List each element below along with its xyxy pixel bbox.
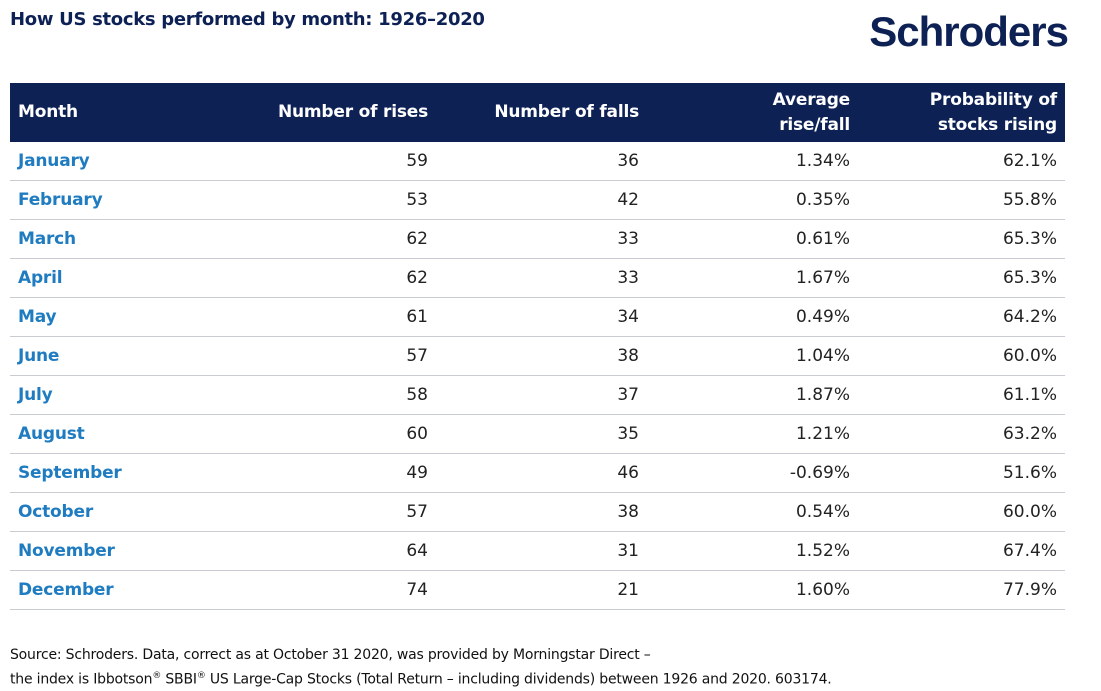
month-cell: March [10,219,215,259]
probability-cell: 61.1% [858,375,1065,415]
header-text-line: Probability of [929,89,1057,110]
falls-cell: 33 [436,258,647,298]
source-line-2-part-1: the index is Ibbotson [10,671,153,688]
chart-title: How US stocks performed by month: 1926–2… [10,9,485,30]
header-text-line: stocks rising [937,114,1057,135]
month-cell: February [10,180,215,220]
average-cell: 1.67% [647,258,858,298]
header-number-of-rises: Number of rises [215,83,436,142]
rises-cell: 59 [215,142,436,181]
header-text-line: Number of rises [277,102,428,123]
month-cell: August [10,414,215,454]
rises-cell: 57 [215,492,436,532]
rises-cell: 49 [215,453,436,493]
average-cell: -0.69% [647,453,858,493]
month-cell: September [10,453,215,493]
table-row: June 57 38 1.04% 60.0% [10,336,1065,376]
falls-cell: 38 [436,336,647,376]
falls-cell: 33 [436,219,647,259]
header-text-line: Average [772,89,851,110]
table-row: October 57 38 0.54% 60.0% [10,492,1065,532]
probability-cell: 64.2% [858,297,1065,337]
probability-cell: 63.2% [858,414,1065,454]
rises-cell: 62 [215,219,436,259]
rises-cell: 58 [215,375,436,415]
table-row: May 61 34 0.49% 64.2% [10,297,1065,337]
header-average-rise-fall: Average rise/fall [647,83,858,142]
header-text-line: Month [18,102,78,123]
month-cell: October [10,492,215,532]
average-cell: 0.54% [647,492,858,532]
probability-cell: 60.0% [858,492,1065,532]
rises-cell: 60 [215,414,436,454]
month-cell: January [10,142,215,181]
table-row: August 60 35 1.21% 63.2% [10,414,1065,454]
table-row: January 59 36 1.34% 62.1% [10,142,1065,181]
falls-cell: 35 [436,414,647,454]
table-row: July 58 37 1.87% 61.1% [10,375,1065,415]
header-probability-of-rising: Probability of stocks rising [858,83,1065,142]
rises-cell: 62 [215,258,436,298]
header-number-of-falls: Number of falls [436,83,647,142]
falls-cell: 21 [436,570,647,610]
source-line-1: Source: Schroders. Data, correct as at O… [10,647,651,663]
rises-cell: 61 [215,297,436,337]
falls-cell: 34 [436,297,647,337]
registered-mark: ® [196,671,206,681]
month-cell: December [10,570,215,610]
table-row: September 49 46 -0.69% 51.6% [10,453,1065,493]
probability-cell: 60.0% [858,336,1065,376]
probability-cell: 67.4% [858,531,1065,571]
average-cell: 1.04% [647,336,858,376]
average-cell: 1.60% [647,570,858,610]
month-cell: April [10,258,215,298]
probability-cell: 65.3% [858,258,1065,298]
month-cell: June [10,336,215,376]
falls-cell: 36 [436,142,647,181]
rises-cell: 64 [215,531,436,571]
table-row: February 53 42 0.35% 55.8% [10,180,1065,220]
month-cell: November [10,531,215,571]
table-row: April 62 33 1.67% 65.3% [10,258,1065,298]
rises-cell: 57 [215,336,436,376]
table-row: November 64 31 1.52% 67.4% [10,531,1065,571]
table-row: March 62 33 0.61% 65.3% [10,219,1065,259]
source-line-2-part-2: SBBI [161,671,197,688]
average-cell: 1.52% [647,531,858,571]
probability-cell: 65.3% [858,219,1065,259]
rises-cell: 53 [215,180,436,220]
table-row: December 74 21 1.60% 77.9% [10,570,1065,610]
source-note: Source: Schroders. Data, correct as at O… [10,645,832,691]
average-cell: 1.21% [647,414,858,454]
average-cell: 0.49% [647,297,858,337]
source-line-2: the index is Ibbotson® SBBI® US Large-Ca… [10,666,832,691]
falls-cell: 37 [436,375,647,415]
probability-cell: 62.1% [858,142,1065,181]
falls-cell: 38 [436,492,647,532]
probability-cell: 55.8% [858,180,1065,220]
average-cell: 0.61% [647,219,858,259]
schroders-logo: Schroders [869,8,1069,55]
average-cell: 1.87% [647,375,858,415]
header-text-line: Number of falls [494,102,639,123]
falls-cell: 42 [436,180,647,220]
header-month: Month [10,83,215,142]
month-cell: July [10,375,215,415]
average-cell: 0.35% [647,180,858,220]
registered-mark: ® [152,671,162,681]
table-header-row: Month Number of rises Number of falls Av… [10,83,1065,142]
monthly-performance-table: Month Number of rises Number of falls Av… [10,83,1065,610]
month-cell: May [10,297,215,337]
falls-cell: 31 [436,531,647,571]
probability-cell: 51.6% [858,453,1065,493]
table-body: January 59 36 1.34% 62.1% February 53 42 0.35% 55… [10,142,1065,610]
falls-cell: 46 [436,453,647,493]
average-cell: 1.34% [647,142,858,181]
rises-cell: 74 [215,570,436,610]
source-line-2-part-3: US Large-Cap Stocks (Total Return – incl… [205,671,832,688]
probability-cell: 77.9% [858,570,1065,610]
header-text-line: rise/fall [779,114,850,135]
